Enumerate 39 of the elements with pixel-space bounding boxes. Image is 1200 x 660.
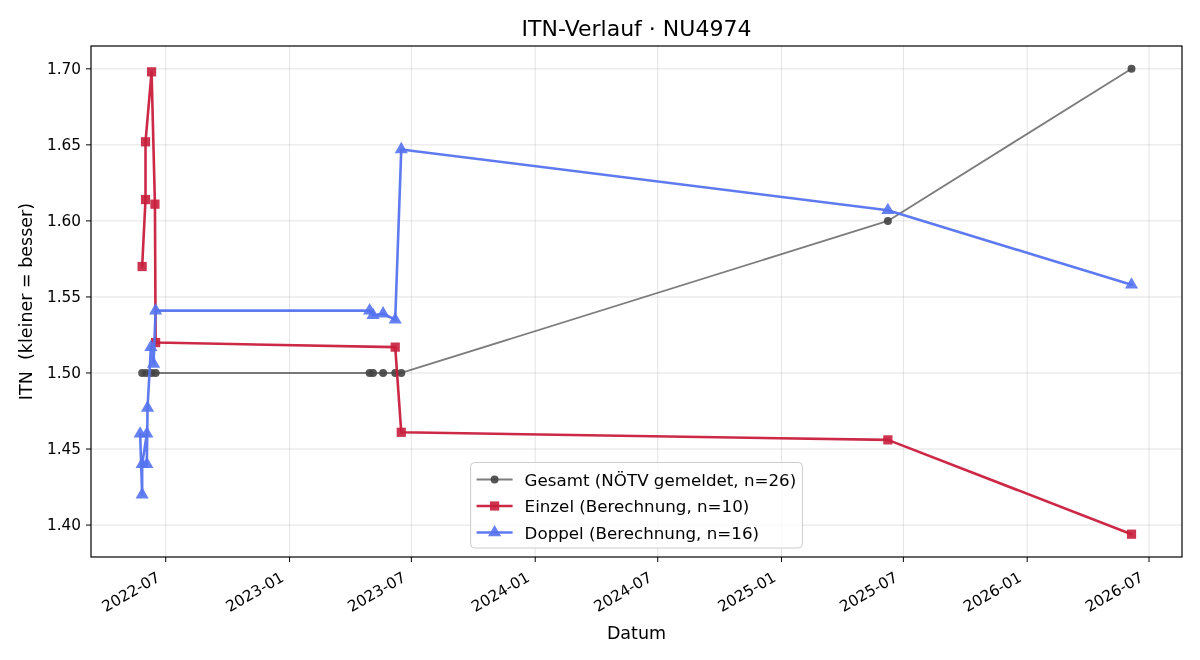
point	[379, 369, 388, 377]
y-tick-label: 1.70	[46, 59, 81, 78]
point	[388, 312, 402, 324]
point	[151, 369, 160, 377]
point	[883, 216, 892, 225]
legend-label: Gesamt (NÖTV gemeldet, n=26)	[524, 469, 797, 490]
y-tick-label: 1.65	[46, 135, 81, 154]
point	[366, 307, 380, 319]
x-axis-title: Datum	[606, 623, 667, 643]
legend-label: Einzel (Berechnung, n=10)	[524, 496, 750, 516]
legend-label: Doppel (Berechnung, n=16)	[524, 522, 760, 543]
point	[135, 487, 149, 499]
point	[140, 426, 154, 438]
point	[140, 400, 155, 412]
point	[1124, 277, 1139, 289]
point	[883, 435, 893, 445]
point	[881, 202, 895, 215]
point	[369, 369, 377, 377]
point	[146, 67, 157, 77]
point	[376, 306, 390, 318]
y-tick-label: 1.60	[46, 211, 81, 230]
point	[140, 137, 151, 147]
point	[149, 303, 163, 315]
point	[140, 194, 151, 205]
chart-title: ITN-Verlauf · NU4974	[521, 16, 752, 41]
point	[390, 342, 400, 352]
y-axis-title: ITN (kleiner = besser)	[16, 202, 36, 401]
point	[137, 261, 147, 272]
point	[150, 199, 160, 209]
y-tick-label: 1.50	[46, 363, 81, 382]
point	[1126, 529, 1137, 539]
point	[147, 356, 161, 368]
point	[394, 141, 408, 154]
point	[396, 427, 406, 437]
y-tick-label: 1.45	[46, 440, 81, 459]
point	[1127, 64, 1136, 73]
y-tick-label: 1.55	[46, 287, 81, 306]
y-tick-label: 1.40	[46, 516, 81, 535]
point	[144, 339, 158, 351]
